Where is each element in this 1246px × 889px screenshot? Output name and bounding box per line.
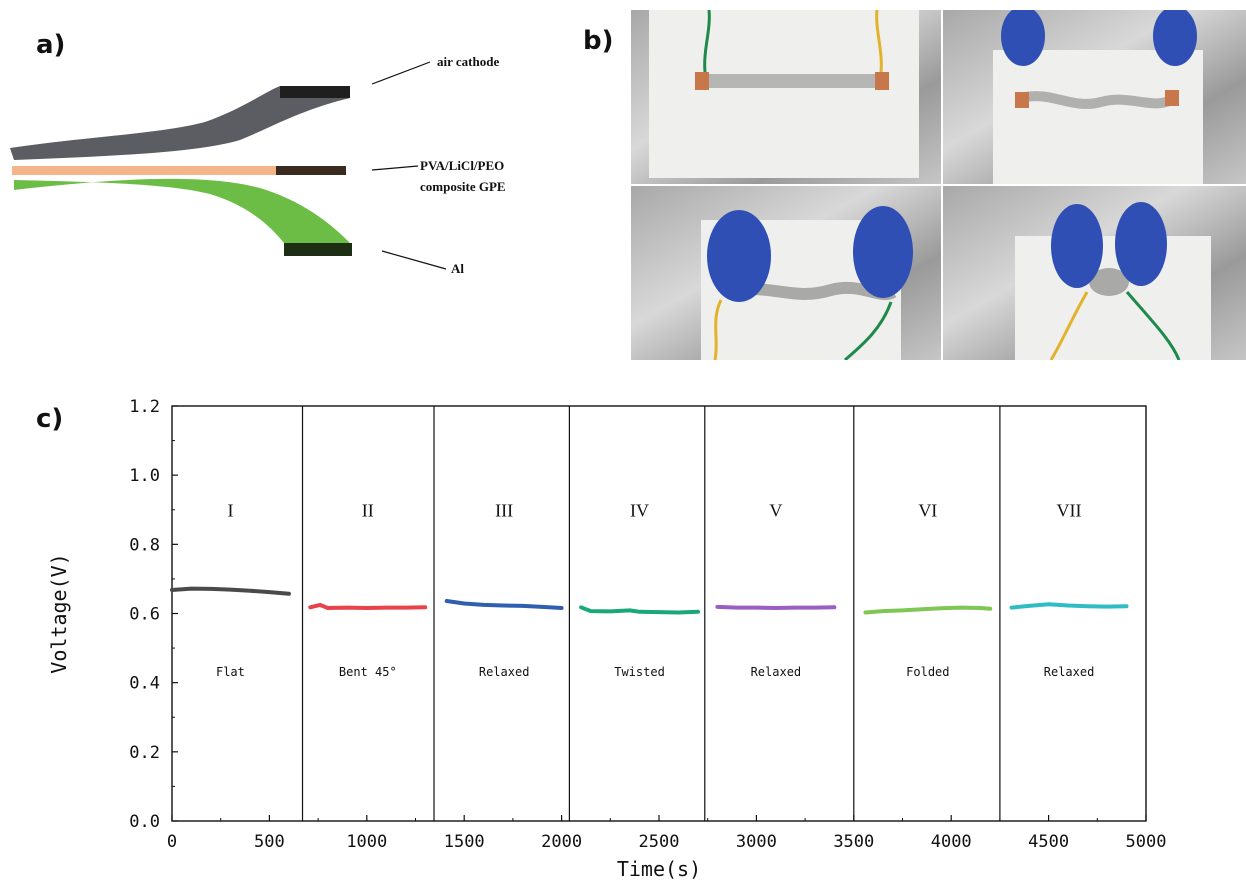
x-ticks: 0 500 1000 1500 2000 2500 3000 3500 4000 4500 5000 (167, 815, 1167, 852)
separator-lines (301, 406, 1001, 821)
photo-flat (631, 10, 941, 184)
al-anode-edge (284, 243, 352, 256)
photo-twisted (631, 186, 941, 360)
segment-number-label: III (495, 501, 513, 521)
segment-number-label: II (362, 501, 374, 521)
y-tick-label: 0.0 (129, 812, 160, 832)
air-cathode-layer (10, 86, 350, 160)
photo-folded (943, 186, 1246, 360)
yellow-wire (713, 299, 723, 360)
yellow-wire (875, 10, 883, 73)
segment-number-label: VI (918, 501, 937, 521)
battery-strip (1019, 91, 1174, 109)
x-tick-label: 1500 (444, 832, 485, 852)
x-tick-label: 4000 (931, 832, 972, 852)
electrolyte-edge (276, 166, 346, 175)
segment-state-label: Relaxed (479, 665, 530, 679)
copper-tab (1165, 90, 1179, 106)
series-line-vii (1009, 602, 1129, 610)
label-electrolyte-line2: composite GPE (420, 179, 506, 194)
panel-label-b: b) (583, 26, 614, 56)
gloved-hand (1051, 204, 1103, 288)
segment-state-label: Folded (906, 665, 949, 679)
series-line-iii (444, 599, 564, 610)
photo-grid (631, 10, 1246, 360)
folded-strip (1089, 268, 1129, 296)
copper-tab (1015, 92, 1029, 108)
green-wire (703, 10, 711, 73)
photo-bent (943, 10, 1246, 184)
cathode-leader-line (371, 61, 431, 85)
series-line-ii (308, 602, 428, 610)
series-line-i (170, 586, 291, 596)
green-wire (1125, 291, 1181, 360)
x-tick-label: 3000 (736, 832, 777, 852)
battery-strip (701, 74, 881, 88)
y-tick-label: 0.2 (129, 743, 160, 763)
segment-state-label: Bent 45° (339, 665, 397, 679)
series-line-v (715, 604, 837, 610)
electrolyte-layer (12, 166, 278, 175)
segment-state-label: Relaxed (1044, 665, 1095, 679)
x-tick-label: 3500 (833, 832, 874, 852)
series-line-iv (579, 605, 700, 615)
segment-number-label: V (769, 501, 782, 521)
gloved-hand (853, 206, 913, 298)
panel-label-a: a) (36, 30, 66, 60)
segment-state-label: Twisted (614, 665, 665, 679)
y-tick-label: 0.8 (129, 535, 160, 555)
y-ticks: 0.0 0.2 0.4 0.6 0.8 1.0 1.2 (129, 397, 178, 832)
air-cathode-edge (280, 86, 350, 98)
panel-label-c: c) (36, 404, 64, 434)
segment-number-label: I (227, 501, 233, 521)
gloved-hand (1115, 202, 1167, 286)
voltage-time-chart: 0 500 1000 1500 2000 2500 3000 3500 4000 4500 5000… (47, 397, 1167, 881)
anode-leader-line (381, 250, 447, 270)
x-axis-title: Time(s) (617, 857, 701, 881)
series-layer (170, 586, 1129, 615)
electrolyte-leader-line (371, 165, 419, 171)
segment-state-label: Flat (216, 665, 245, 679)
copper-tab (875, 72, 889, 90)
gloved-hand (707, 210, 771, 302)
y-tick-label: 0.4 (129, 674, 160, 694)
x-tick-label: 4500 (1028, 832, 1069, 852)
battery-layer-schematic: air cathode PVA/LiCl/PEO composite GPE A… (10, 54, 506, 276)
copper-tab (695, 72, 709, 90)
segment-number-label: IV (630, 501, 649, 521)
label-al: Al (451, 261, 464, 276)
label-air-cathode: air cathode (437, 54, 499, 69)
label-electrolyte-line1: PVA/LiCl/PEO (420, 158, 504, 173)
yellow-wire (1049, 291, 1089, 360)
segment-state-label: Relaxed (751, 665, 802, 679)
x-tick-label: 500 (254, 832, 285, 852)
y-tick-label: 1.2 (129, 397, 160, 417)
x-tick-label: 5000 (1126, 832, 1167, 852)
green-wire (844, 301, 893, 360)
al-anode-layer (14, 178, 352, 245)
segment-number-label: VII (1057, 501, 1082, 521)
x-tick-label: 1000 (346, 832, 387, 852)
x-tick-label: 0 (167, 832, 177, 852)
x-tick-label: 2000 (541, 832, 582, 852)
y-tick-label: 0.6 (129, 605, 160, 625)
series-line-vi (863, 605, 993, 615)
state-annotations: I Flat II Bent 45° III Relaxed IV Twisted V Relax… (216, 501, 1094, 679)
gloved-hand (1001, 10, 1045, 66)
x-tick-label: 2500 (639, 832, 680, 852)
y-axis-title: Voltage(V) (47, 553, 71, 673)
gloved-hand (1153, 10, 1197, 66)
y-tick-label: 1.0 (129, 466, 160, 486)
